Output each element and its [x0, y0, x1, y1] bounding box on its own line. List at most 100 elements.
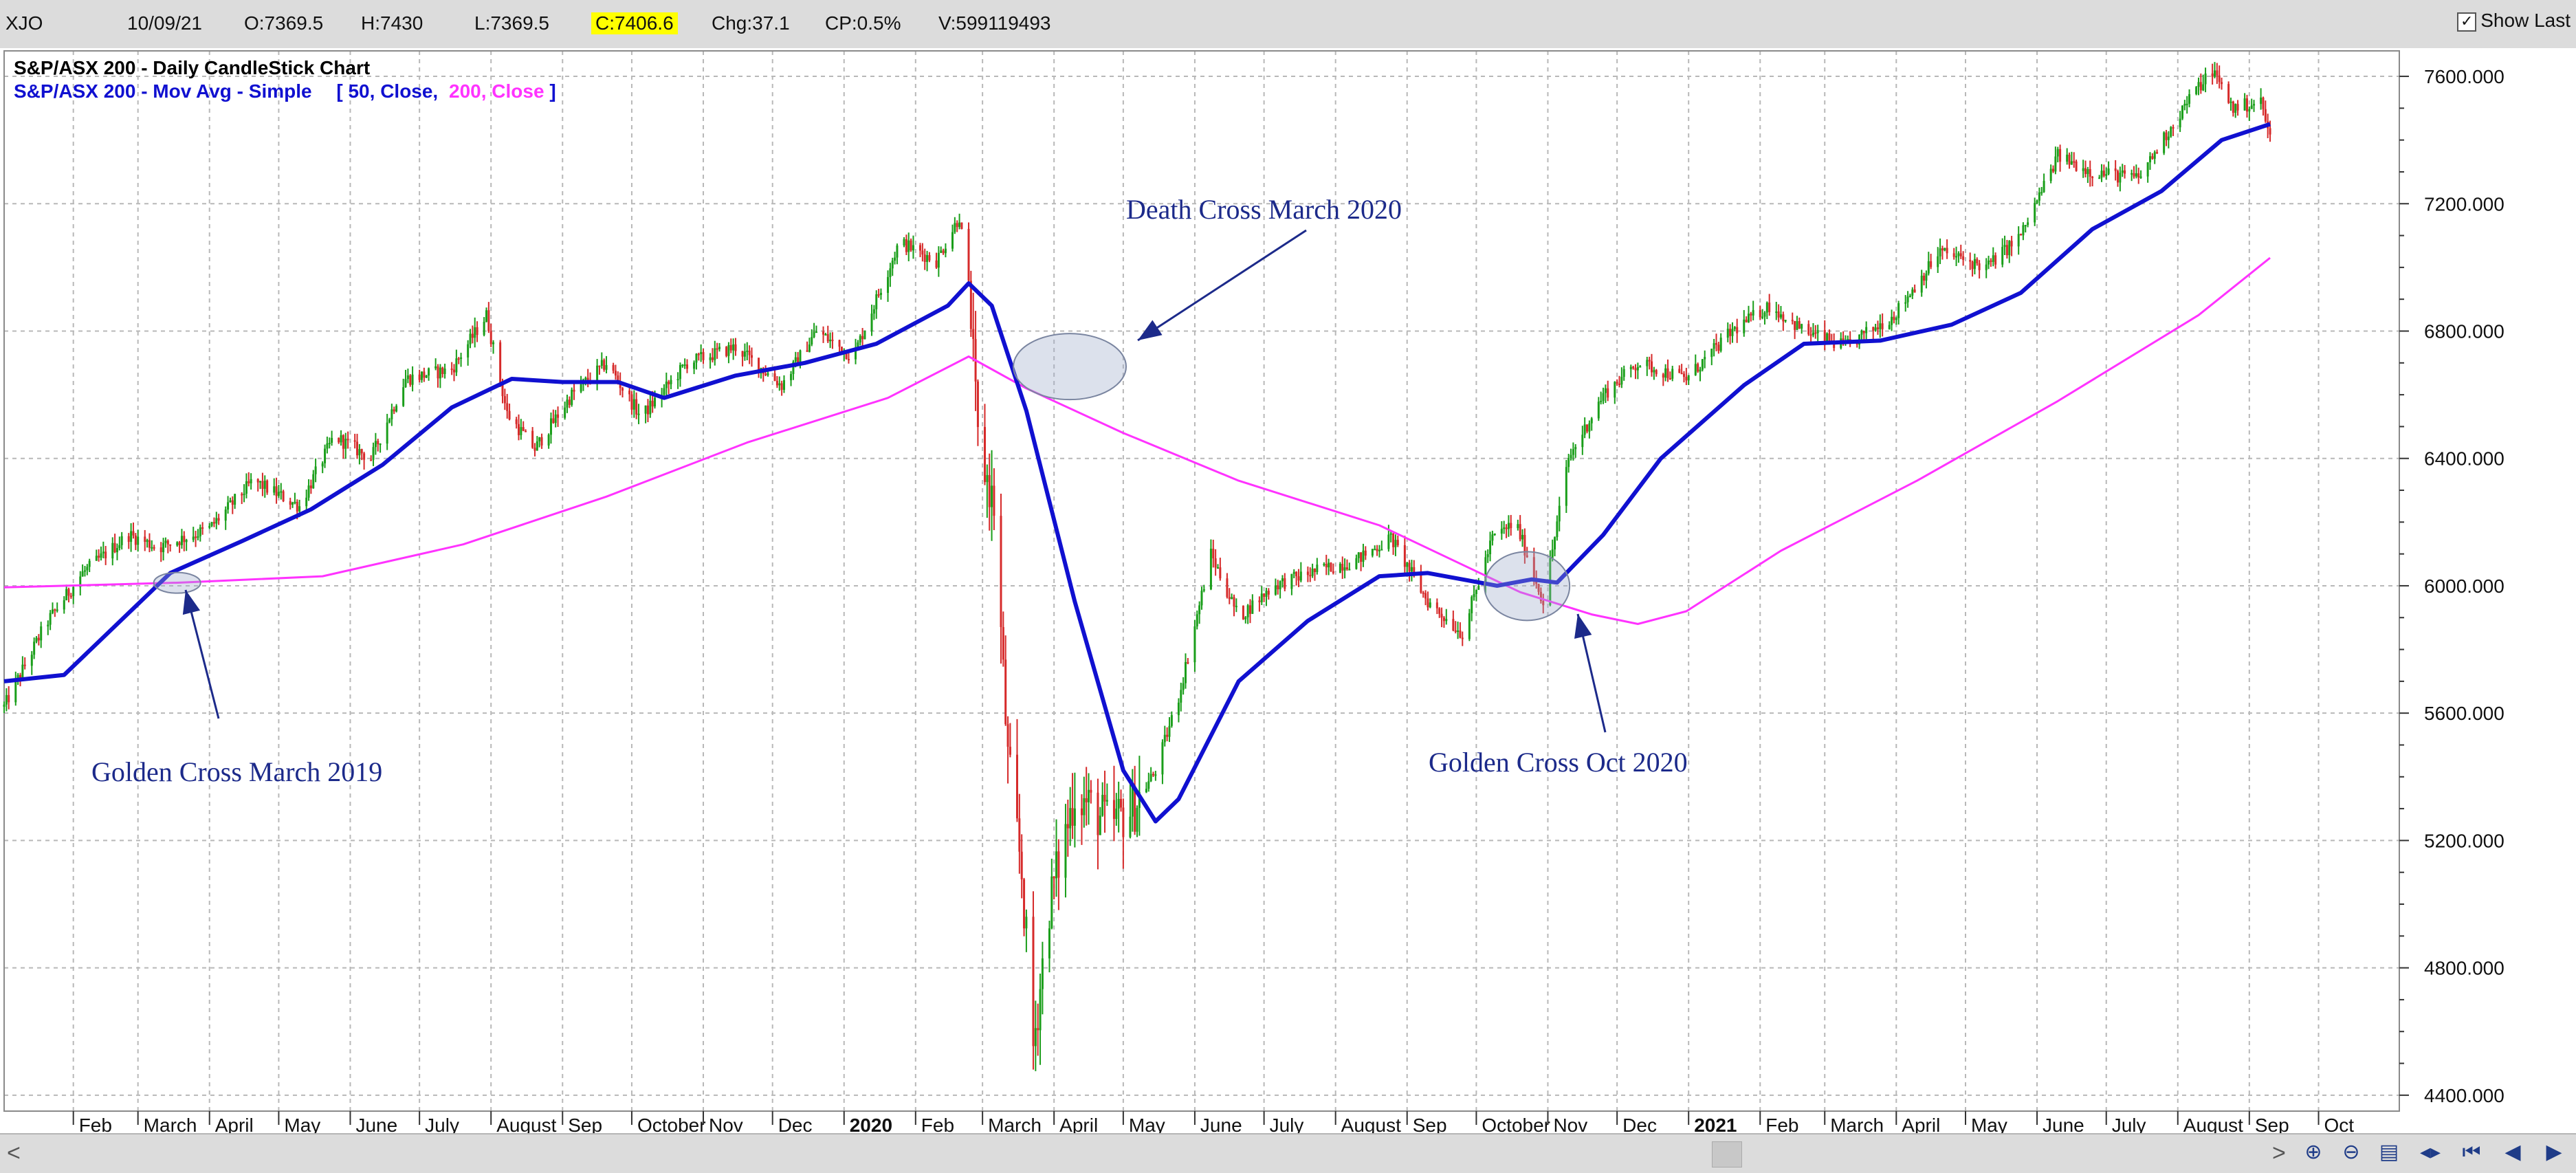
candle-body — [1193, 626, 1196, 663]
candle-body — [35, 637, 38, 642]
candle-body — [1567, 457, 1570, 468]
candle-body — [1263, 593, 1266, 597]
candle-body — [887, 276, 890, 293]
candle-body — [894, 257, 896, 261]
candle-body — [331, 437, 333, 443]
candle-body — [912, 245, 914, 251]
candle-body — [321, 463, 324, 467]
next-icon[interactable]: ▶ — [2546, 1141, 2562, 1163]
candle-body — [1394, 540, 1397, 547]
candle-body — [1701, 359, 1704, 370]
candle-body — [649, 400, 652, 415]
candle-body — [467, 344, 470, 358]
scroll-thumb[interactable] — [1712, 1141, 1742, 1167]
candle-body — [1646, 360, 1649, 366]
candle-body — [923, 254, 926, 262]
first-icon[interactable]: ⏮ — [2462, 1141, 2481, 1163]
candle-body — [1937, 256, 1939, 267]
candle-body — [176, 542, 179, 546]
candle-body — [250, 479, 252, 483]
candle-body — [2043, 181, 2045, 193]
candle-body — [2038, 192, 2040, 201]
y-axis: 7600.000 7200.000 6800.000 6400.000 6000.000… — [2399, 66, 2505, 1106]
candle-body — [1020, 851, 1023, 879]
candle-body — [14, 679, 17, 703]
candle-body — [1687, 375, 1690, 381]
scroll-left-button[interactable]: < — [7, 1140, 21, 1166]
candle-body — [2089, 168, 2091, 177]
ma200-line — [3, 256, 2271, 625]
candle-body — [1908, 295, 1911, 297]
candle-body — [192, 536, 195, 540]
candle-body — [309, 485, 312, 489]
candle-body — [1491, 534, 1494, 541]
zoom-in-icon[interactable]: ⊕ — [2304, 1141, 2322, 1163]
x-tick-label: April — [1902, 1115, 1940, 1133]
candle-body — [259, 481, 262, 483]
x-tick-label: August — [2183, 1115, 2243, 1133]
y-tick-label: 7600.000 — [2424, 66, 2505, 87]
candle-body — [1791, 320, 1794, 322]
candle-body — [773, 373, 776, 382]
candle-body — [261, 481, 264, 489]
show-last-toggle[interactable]: ✓ Show Last — [2457, 10, 2571, 32]
candle-body — [942, 250, 945, 254]
candle-body — [727, 344, 730, 356]
candle-body — [540, 437, 543, 446]
candle-body — [148, 540, 151, 548]
candle-body — [1343, 567, 1346, 571]
candle-body — [1088, 789, 1090, 802]
candle-body — [450, 369, 453, 371]
scroll-right-button[interactable]: > — [2272, 1140, 2286, 1166]
candle-body — [1823, 329, 1826, 342]
candle-body — [1413, 567, 1416, 575]
candle-body — [402, 387, 405, 406]
scroll-icon[interactable]: ▤ — [2379, 1141, 2399, 1163]
candle-body — [1865, 327, 1868, 333]
candle-body — [1796, 321, 1798, 330]
close-label: C:7406.6 — [591, 12, 678, 34]
candle-body — [1632, 366, 1635, 369]
show-last-checkbox[interactable]: ✓ — [2457, 12, 2477, 32]
candle-body — [346, 439, 349, 441]
candle-body — [1685, 377, 1688, 381]
candle-body — [1930, 261, 1933, 267]
candle-body — [517, 424, 520, 435]
candle-body — [1833, 341, 1836, 349]
candle-body — [598, 365, 601, 367]
fit-icon[interactable]: ◂▸ — [2419, 1141, 2441, 1163]
x-tick-label: Oct — [2324, 1115, 2355, 1133]
death-cross-arrow-head — [1138, 320, 1163, 340]
candle-body — [956, 223, 958, 228]
candlestick-chart[interactable]: Death Cross March 2020 Golden Cross March… — [0, 48, 2576, 1133]
candle-body — [1581, 435, 1584, 448]
candle-body — [1438, 608, 1441, 614]
candle-body — [2008, 241, 2011, 256]
candle-body — [56, 609, 58, 611]
candle-body — [654, 397, 657, 407]
candle-body — [1410, 567, 1413, 572]
candle-body — [750, 355, 753, 358]
candle-body — [2114, 168, 2117, 171]
candle-body — [342, 435, 344, 449]
candle-body — [256, 479, 259, 483]
candle-body — [1655, 370, 1658, 375]
volume-label: V:599119493 — [938, 12, 1051, 34]
candle-body — [1923, 275, 1926, 281]
candle-body — [132, 531, 135, 536]
candle-body — [2133, 173, 2135, 177]
candle-body — [1715, 343, 1717, 345]
zoom-out-icon[interactable]: ⊖ — [2342, 1141, 2360, 1163]
candle-body — [1297, 576, 1300, 581]
candle-body — [374, 441, 377, 448]
candle-body — [1517, 524, 1519, 529]
prev-icon[interactable]: ◀ — [2505, 1141, 2521, 1163]
candle-body — [1226, 578, 1229, 598]
candle-body — [457, 358, 460, 360]
candle-body — [2213, 70, 2216, 77]
candle-body — [700, 352, 703, 355]
candle-body — [792, 361, 795, 374]
candle-body — [3, 704, 5, 707]
candle-body — [1071, 808, 1074, 826]
candle-body — [1888, 325, 1891, 329]
